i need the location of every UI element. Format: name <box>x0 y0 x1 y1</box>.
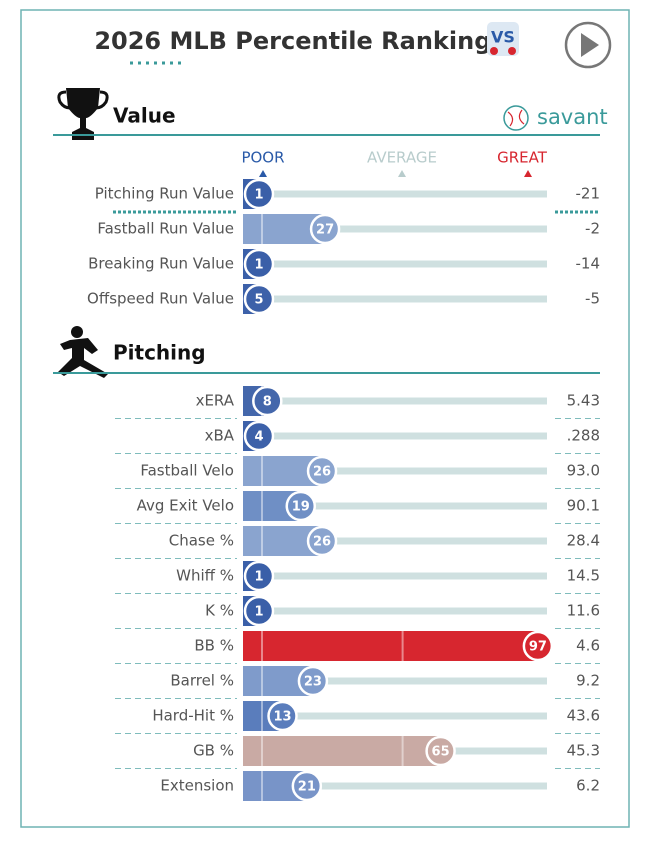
row-label: GB % <box>193 742 234 760</box>
track <box>243 467 547 475</box>
stat-value: 14.5 <box>567 567 600 585</box>
row-label: K % <box>205 602 234 620</box>
percentile-label: 1 <box>254 605 263 620</box>
scale-great: GREAT <box>497 149 548 167</box>
percentile-label: 27 <box>316 223 334 238</box>
stat-value: 45.3 <box>567 742 600 760</box>
trophy-icon <box>57 88 109 140</box>
percentile-badge <box>522 630 554 662</box>
percentile-badge <box>243 595 275 627</box>
percentile-label: 97 <box>529 640 547 655</box>
track <box>243 260 547 268</box>
row-label: Barrel % <box>170 672 234 690</box>
stat-value: 5.43 <box>567 392 600 410</box>
row-label: Offspeed Run Value <box>87 290 234 308</box>
row-label: Whiff % <box>176 567 234 585</box>
percentile-badge <box>243 248 275 280</box>
track <box>243 782 547 790</box>
stat-value: -2 <box>585 220 600 238</box>
percentile-label: 13 <box>273 710 291 725</box>
percentile-label: 8 <box>263 395 272 410</box>
scale-average: AVERAGE <box>367 149 437 167</box>
percentile-badge <box>306 455 338 487</box>
track <box>243 572 547 580</box>
percentile-badge <box>243 283 275 315</box>
percentile-badge <box>297 665 329 697</box>
percentile-label: 23 <box>304 675 322 690</box>
percentile-badge <box>243 420 275 452</box>
percentile-label: 1 <box>254 188 263 203</box>
percentile-label: 5 <box>254 293 263 308</box>
percentile-label: 1 <box>254 258 263 273</box>
track <box>243 607 547 615</box>
stat-value: 4.6 <box>576 637 600 655</box>
vs-logo: VS <box>487 22 519 56</box>
scale-arrow <box>398 170 406 177</box>
percentile-badge <box>285 490 317 522</box>
scale-arrow <box>524 170 532 177</box>
track <box>243 712 547 720</box>
frame <box>20 9 630 828</box>
stat-value: 6.2 <box>576 777 600 795</box>
stat-value: 11.6 <box>567 602 600 620</box>
row-label: Extension <box>160 777 234 795</box>
row-label: BB % <box>194 637 234 655</box>
row-label: Hard-Hit % <box>152 707 234 725</box>
percentile-badge <box>243 560 275 592</box>
savant-logo: savant <box>503 105 608 131</box>
scale-poor: POOR <box>241 149 284 167</box>
page-title: 2026 MLB Percentile Rankings <box>94 27 505 55</box>
row-label: xBA <box>205 427 235 445</box>
brand: savant <box>537 105 608 129</box>
stat-value: 9.2 <box>576 672 600 690</box>
track <box>243 432 547 440</box>
stat-value: 90.1 <box>567 497 600 515</box>
track <box>243 225 547 233</box>
percentile-badge <box>291 770 323 802</box>
percentile-label: 19 <box>292 500 310 515</box>
percentile-label: 26 <box>313 535 331 550</box>
percentile-label: 1 <box>254 570 263 585</box>
percentile-label: 21 <box>298 780 316 795</box>
bar <box>243 736 441 766</box>
row-label: Fastball Run Value <box>97 220 234 238</box>
percentile-label: 4 <box>254 430 263 445</box>
percentile-badge <box>243 178 275 210</box>
track <box>243 397 547 405</box>
track <box>243 190 547 198</box>
percentile-badge <box>425 735 456 767</box>
scale-arrow <box>259 170 267 177</box>
stat-value: 43.6 <box>567 707 600 725</box>
stat-value: 93.0 <box>567 462 600 480</box>
track <box>243 502 547 510</box>
section-title: Value <box>113 104 176 128</box>
stat-value: -14 <box>576 255 601 273</box>
percentile-badge <box>309 213 341 245</box>
track <box>243 295 547 303</box>
stat-value: -5 <box>585 290 600 308</box>
row-label: Breaking Run Value <box>88 255 234 273</box>
percentile-badge <box>306 525 338 557</box>
bar <box>243 631 538 661</box>
play-button[interactable] <box>564 21 612 69</box>
stat-value: -21 <box>576 185 601 203</box>
row-label: Avg Exit Velo <box>137 497 234 515</box>
row-label: Pitching Run Value <box>95 185 234 203</box>
percentile-badge <box>267 700 298 732</box>
track <box>243 677 547 685</box>
track <box>243 537 547 545</box>
section-title: Pitching <box>113 341 206 365</box>
row-label: xERA <box>196 392 235 410</box>
stat-value: .288 <box>567 427 600 445</box>
row-label: Fastball Velo <box>140 462 234 480</box>
percentile-label: 26 <box>313 465 331 480</box>
stat-value: 28.4 <box>567 532 600 550</box>
percentile-badge <box>252 385 283 417</box>
pitcher-icon <box>58 326 108 378</box>
percentile-label: 65 <box>432 745 450 760</box>
row-label: Chase % <box>169 532 234 550</box>
logo-text: VS <box>491 28 515 47</box>
